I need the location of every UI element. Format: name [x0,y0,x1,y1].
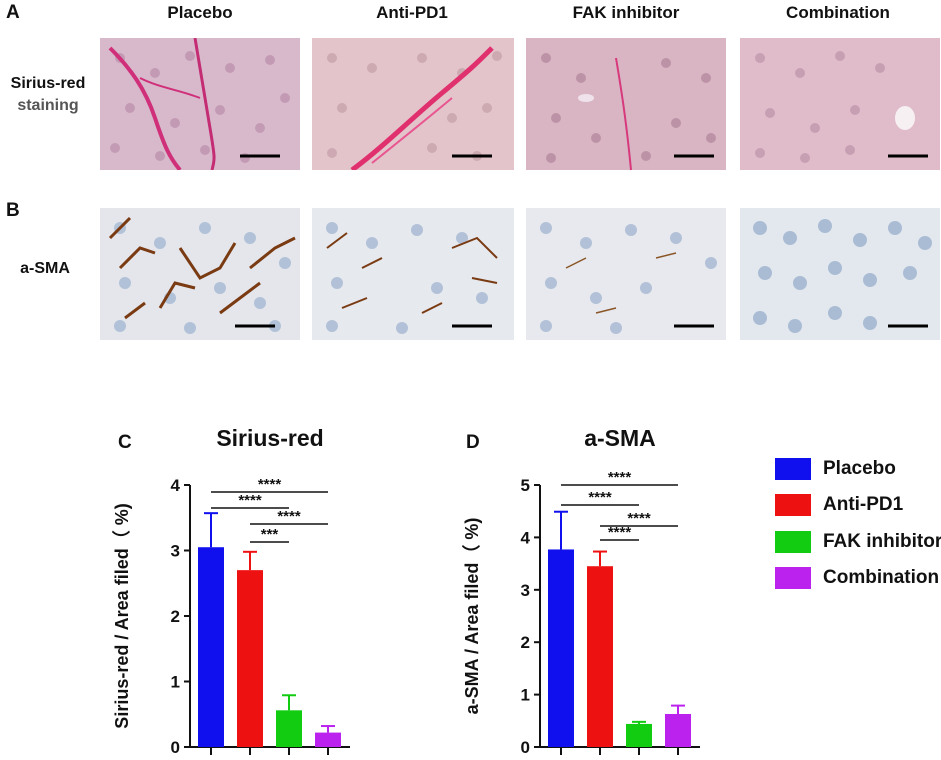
panel-letter-d: D [466,432,480,453]
significance-label: **** [277,508,301,525]
y-tick-label: 3 [521,581,530,600]
legend-swatch-combination [775,567,811,589]
legend-label-fak-inhibitor: FAK inhibitor [823,531,941,552]
significance-label: **** [608,470,632,486]
micrograph-a-sma-fak-inhibitor [526,208,726,340]
significance-label: *** [261,526,279,543]
bar-fak-inhibitor [626,723,652,747]
bar-combination [315,732,341,747]
column-header-fak-inhibitor: FAK inhibitor [572,3,680,22]
y-tick-label: 4 [171,476,181,495]
y-axis-label: Sirius-red / Area filed（ %) [112,503,132,728]
y-tick-label: 0 [521,738,530,757]
significance-label: **** [238,492,262,509]
legend-label-anti-pd1: Anti-PD1 [823,494,904,515]
y-tick-label: 2 [521,633,530,652]
micrograph-sirius-red-anti-pd1 [312,38,514,170]
y-tick-label: 4 [521,528,531,547]
bar-anti-pd1 [237,570,263,747]
legend-swatch-anti-pd1 [775,494,811,516]
y-axis-label: a-SMA / Area filed（ %) [462,518,482,715]
significance-label: **** [588,489,612,506]
chart-title-sirius-red: Sirius-red [216,425,324,451]
y-tick-label: 1 [521,686,530,705]
bar-fak-inhibitor [276,710,302,747]
micrograph-sirius-red-placebo [100,38,300,170]
micrograph-a-sma-anti-pd1 [312,208,514,340]
legend-label-placebo: Placebo [823,458,896,479]
panel-letter-c: C [118,432,132,453]
bar-placebo [198,547,224,747]
legend-swatch-placebo [775,458,811,480]
legend-item-placebo: Placebo [775,458,941,482]
y-tick-label: 1 [171,673,180,692]
row-label-sirius-red-line2: staining [17,97,79,114]
significance-label: **** [608,524,632,541]
legend-item-fak-inhibitor: FAK inhibitor [775,531,941,555]
legend-item-anti-pd1: Anti-PD1 [775,494,941,518]
bar-placebo [548,549,574,747]
column-header-combination: Combination [786,3,890,22]
y-tick-label: 0 [171,738,180,757]
significance-label: **** [258,476,282,493]
micrograph-a-sma-combination [740,208,940,340]
legend-label-combination: Combination [823,567,940,588]
chart-title-a-sma: a-SMA [584,425,656,451]
micrograph-sirius-red-combination [740,38,940,170]
y-tick-label: 3 [171,542,180,561]
micrograph-sirius-red-fak-inhibitor [526,38,726,170]
bar-anti-pd1 [587,566,613,747]
y-tick-label: 2 [171,607,180,626]
y-tick-label: 5 [521,476,530,495]
panel-letter-b: B [6,200,20,221]
panel-letter-a: A [6,2,20,23]
micrograph-a-sma-placebo [100,208,300,340]
row-label-sirius-red-line1: Sirius-red [10,75,86,92]
row-label-a-sma: a-SMA [20,260,70,277]
significance-label: **** [627,510,651,527]
legend-item-combination: Combination [775,567,941,591]
column-header-placebo: Placebo [167,3,233,22]
column-header-anti-pd1: Anti-PD1 [376,3,448,22]
row-label-sirius-red: Sirius-red staining [0,73,96,117]
bar-combination [665,713,691,747]
legend-swatch-fak-inhibitor [775,531,811,553]
